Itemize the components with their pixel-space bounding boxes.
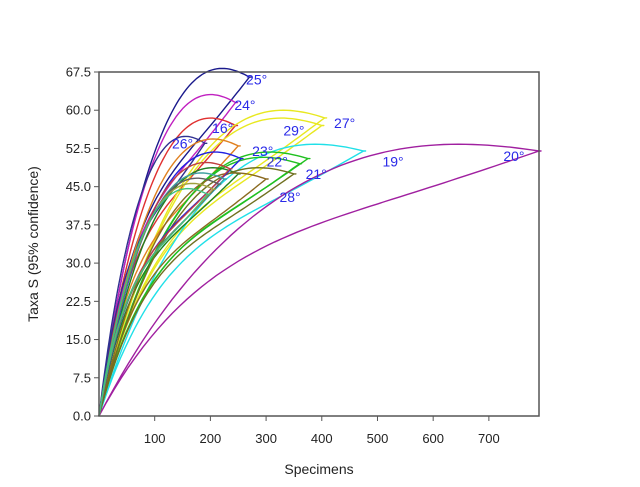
y-axis: 0.0 7.5 15.0 22.5 30.0 37.5 45.0 52.5 60.0 67.5 [66, 65, 99, 424]
plot-frame [98, 71, 540, 417]
x-tick-label: 700 [478, 431, 500, 446]
series-curve-8 [98, 143, 367, 417]
x-tick-label: 100 [144, 431, 166, 446]
series-curve-6 [98, 135, 208, 417]
y-tick-label: 15.0 [66, 332, 91, 347]
x-axis-title: Specimens [284, 461, 353, 477]
x-tick-label: 500 [367, 431, 389, 446]
series-curve-4 [98, 109, 328, 417]
y-tick-label: 67.5 [66, 65, 91, 80]
series-curve-12 [98, 166, 241, 417]
series-label-group: 25° 24°16° 29° 27° 26° 23° 19° 22° 21° 20° 28° [172, 72, 525, 205]
series-group [98, 67, 542, 417]
series-curve-13 [98, 172, 269, 417]
series-curve-10 [98, 156, 303, 417]
x-axis: 100 200 300 400 500 600 700 [144, 416, 500, 446]
series-label-2: 24° [234, 97, 255, 113]
series-label-7: 23° [252, 143, 273, 159]
series-label-1: 25° [246, 72, 267, 88]
y-axis-title: Taxa S (95% confidence) [25, 166, 41, 322]
series-label-5: 27° [334, 115, 355, 131]
series-label-8: 19° [382, 153, 403, 169]
y-tick-label: 7.5 [73, 370, 91, 385]
x-tick-label: 400 [311, 431, 333, 446]
series-curve-11 [98, 143, 542, 417]
x-tick-label: 600 [422, 431, 444, 446]
series-label-11: 20° [503, 148, 524, 164]
y-tick-label: 30.0 [66, 256, 91, 271]
y-tick-label: 37.5 [66, 217, 91, 232]
series-label-14: 28° [279, 189, 300, 205]
y-tick-label: 22.5 [66, 294, 91, 309]
x-tick-label: 300 [255, 431, 277, 446]
series-label-4: 29° [283, 123, 304, 139]
y-tick-label: 45.0 [66, 179, 91, 194]
series-label-3: 16° [212, 120, 233, 136]
y-tick-label: 60.0 [66, 103, 91, 118]
series-curve-20 [98, 187, 211, 417]
x-tick-label: 200 [200, 431, 222, 446]
series-curve-3 [98, 117, 239, 417]
series-label-9: 22° [267, 153, 288, 169]
series-curve-1 [98, 67, 253, 417]
series-curve-7 [98, 138, 241, 417]
y-tick-label: 0.0 [73, 409, 91, 424]
series-label-10: 21° [306, 166, 327, 182]
series-label-6: 26° [172, 135, 193, 151]
y-tick-label: 52.5 [66, 141, 91, 156]
